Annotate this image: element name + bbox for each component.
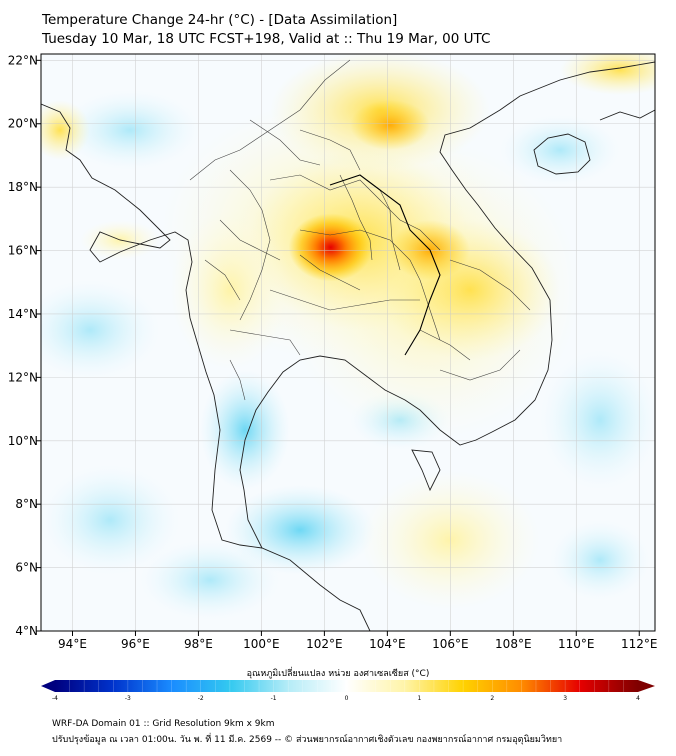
lat-tick-label: 8°N bbox=[15, 497, 38, 511]
lat-tick-label: 14°N bbox=[8, 307, 38, 321]
admin-boundaries bbox=[189, 59, 531, 401]
map-frame bbox=[40, 53, 656, 632]
colorbar-tick-label: 2 bbox=[490, 695, 494, 702]
colorbar-tick-label: 1 bbox=[417, 695, 421, 702]
lat-tick-label: 20°N bbox=[8, 117, 38, 131]
colorbar-tick-label: -2 bbox=[198, 695, 204, 702]
colorbar-left-arrow bbox=[41, 680, 55, 692]
lon-tick-label: 102°E bbox=[306, 637, 343, 651]
colorbar: -4 -3 -2 -1 0 1 2 3 4 bbox=[41, 680, 655, 702]
colorbar-tick-label: -3 bbox=[125, 695, 131, 702]
lon-tick-label: 100°E bbox=[243, 637, 280, 651]
lon-tick-label: 112°E bbox=[621, 637, 658, 651]
hotspot-max bbox=[288, 213, 373, 282]
colorbar-tick-label: 0 bbox=[345, 695, 349, 702]
lat-tick-label: 6°N bbox=[15, 561, 38, 575]
lat-tick-label: 10°N bbox=[8, 434, 38, 448]
colorbar-tick-label: -1 bbox=[271, 695, 277, 702]
lon-tick-label: 104°E bbox=[369, 637, 406, 651]
lat-tick-label: 12°N bbox=[8, 370, 38, 384]
colorbar-tick-label: 3 bbox=[563, 695, 567, 702]
colorbar-tick-label: 4 bbox=[636, 695, 640, 702]
colorbar-ramp bbox=[55, 680, 638, 692]
lat-tick-label: 18°N bbox=[8, 180, 38, 194]
lon-tick-label: 106°E bbox=[432, 637, 469, 651]
national-borders bbox=[329, 174, 441, 356]
footer-model-info: WRF-DA Domain 01 :: Grid Resolution 9km … bbox=[52, 719, 275, 729]
lat-tick-label: 22°N bbox=[8, 53, 38, 67]
colorbar-ticks: -4 -3 -2 -1 0 1 2 3 4 bbox=[52, 680, 640, 702]
lon-tick-label: 108°E bbox=[495, 637, 532, 651]
lon-axis: 94°E 96°E 98°E 100°E 102°E 104°E 106°E 108°E 110… bbox=[58, 631, 658, 651]
coastline bbox=[41, 61, 655, 631]
lat-tick-label: 16°N bbox=[8, 244, 38, 258]
colorbar-right-arrow bbox=[638, 680, 655, 692]
lon-tick-label: 94°E bbox=[58, 637, 87, 651]
lat-axis: 4°N 6°N 8°N 10°N 12°N 14°N 16°N 18°N 20°N 22°N bbox=[8, 53, 41, 638]
lon-tick-label: 98°E bbox=[184, 637, 213, 651]
lon-tick-label: 110°E bbox=[558, 637, 595, 651]
colorbar-title: อุณหภูมิเปลี่ยนแปลง หน่วย องศาเซลเซียส (… bbox=[246, 669, 430, 679]
map-title: Temperature Change 24-hr (°C) - [Data As… bbox=[42, 12, 398, 28]
graticule bbox=[41, 54, 655, 631]
colorbar-tick-label: -4 bbox=[52, 695, 58, 702]
temperature-field bbox=[41, 54, 655, 631]
lat-tick-label: 4°N bbox=[15, 624, 38, 638]
footer-credit: ปรับปรุงข้อมูล ณ เวลา 01:00น. วัน พ. ที่… bbox=[52, 735, 563, 745]
lon-tick-label: 96°E bbox=[121, 637, 150, 651]
map-subtitle: Tuesday 10 Mar, 18 UTC FCST+198, Valid a… bbox=[42, 31, 491, 47]
